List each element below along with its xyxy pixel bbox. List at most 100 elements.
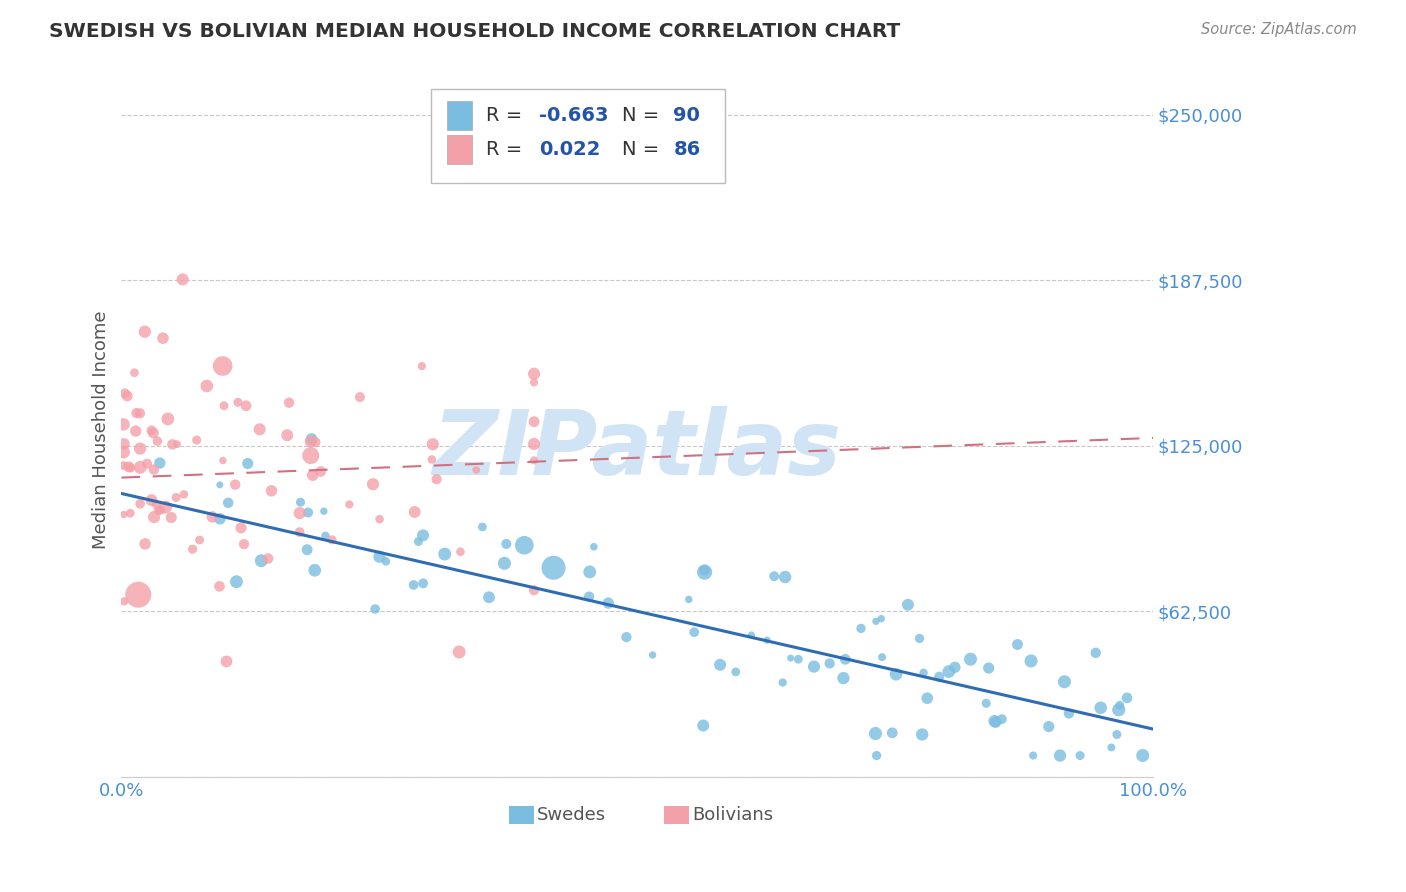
Point [212, 453, 235, 467]
Point [740, 628, 762, 642]
Point [709, 657, 731, 672]
Point [1057, 706, 1080, 721]
Point [127, 588, 149, 602]
Point [224, 477, 246, 491]
Point [772, 675, 794, 690]
Point [523, 367, 546, 381]
Point [943, 660, 966, 674]
Point [304, 563, 326, 577]
Point [250, 554, 273, 568]
Point [195, 379, 218, 393]
Point [142, 425, 165, 440]
Point [314, 529, 336, 543]
Point [211, 359, 233, 373]
Point [149, 503, 172, 517]
Point [1019, 654, 1042, 668]
Point [349, 390, 371, 404]
Point [420, 452, 443, 467]
Point [870, 650, 893, 665]
Point [112, 458, 135, 473]
Point [225, 574, 247, 589]
Point [1105, 727, 1128, 741]
Point [117, 459, 139, 474]
Point [412, 576, 434, 591]
Text: 86: 86 [673, 140, 700, 159]
Point [974, 696, 997, 710]
Point [897, 598, 920, 612]
Point [449, 645, 471, 659]
Text: N =: N = [621, 106, 665, 125]
Point [411, 359, 433, 373]
Point [773, 570, 796, 584]
Point [278, 395, 301, 409]
Point [112, 594, 135, 608]
Point [276, 428, 298, 442]
Point [129, 460, 152, 475]
Text: SWEDISH VS BOLIVIAN MEDIAN HOUSEHOLD INCOME CORRELATION CHART: SWEDISH VS BOLIVIAN MEDIAN HOUSEHOLD INC… [49, 22, 900, 41]
Point [1069, 748, 1091, 763]
Point [301, 432, 323, 446]
Point [1090, 700, 1112, 714]
Point [693, 565, 716, 579]
Point [678, 592, 700, 607]
Point [208, 579, 231, 593]
Point [160, 510, 183, 524]
Point [692, 718, 714, 732]
Point [404, 505, 426, 519]
Text: N =: N = [621, 140, 665, 159]
Point [724, 665, 747, 679]
Point [141, 493, 163, 508]
Point [321, 533, 343, 547]
Point [215, 655, 238, 669]
Point [433, 547, 456, 561]
Point [983, 714, 1005, 728]
Text: 0.022: 0.022 [540, 140, 600, 159]
Point [523, 376, 546, 390]
Point [186, 433, 208, 447]
Point [141, 424, 163, 438]
Point [112, 508, 135, 522]
Point [912, 665, 935, 680]
Point [201, 510, 224, 524]
Point [162, 437, 184, 451]
Text: Source: ZipAtlas.com: Source: ZipAtlas.com [1201, 22, 1357, 37]
Point [145, 498, 167, 512]
Point [156, 412, 179, 426]
Point [928, 670, 950, 684]
Point [756, 633, 779, 648]
Point [938, 665, 960, 679]
Point [368, 549, 391, 564]
Point [155, 500, 177, 515]
Text: ZIPatlas: ZIPatlas [433, 406, 842, 494]
Point [818, 657, 841, 671]
Point [908, 632, 931, 646]
Point [374, 554, 396, 568]
Point [882, 726, 904, 740]
Point [249, 422, 271, 436]
Point [136, 457, 159, 471]
Point [616, 630, 638, 644]
Point [165, 491, 187, 505]
Point [578, 565, 600, 579]
Point [361, 477, 384, 491]
Point [991, 712, 1014, 726]
Point [146, 434, 169, 449]
Point [117, 389, 139, 403]
FancyBboxPatch shape [509, 805, 534, 824]
Point [1038, 720, 1060, 734]
Point [143, 510, 166, 524]
Point [172, 272, 194, 286]
Point [513, 538, 536, 552]
Point [134, 325, 156, 339]
Point [1116, 690, 1139, 705]
Point [364, 602, 387, 616]
Point [114, 386, 136, 401]
FancyBboxPatch shape [664, 805, 689, 824]
Point [226, 395, 249, 409]
Point [543, 561, 565, 575]
Point [449, 545, 471, 559]
Text: 90: 90 [673, 106, 700, 125]
Point [465, 463, 488, 477]
Point [523, 583, 546, 598]
Point [129, 442, 152, 456]
